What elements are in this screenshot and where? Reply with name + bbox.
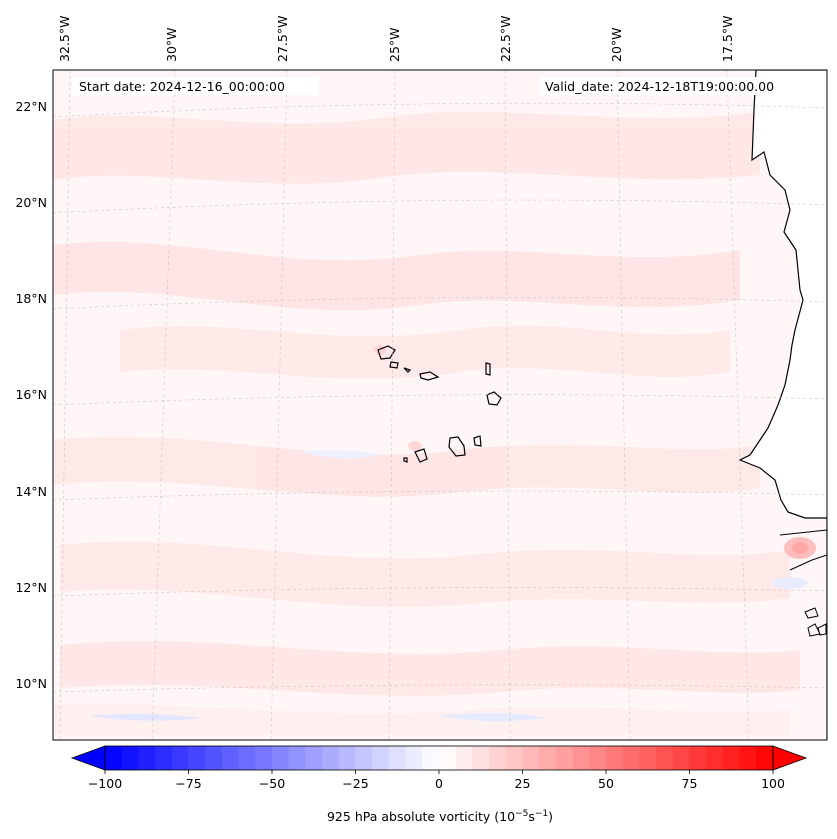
lon-label-20w: 20°W [609, 27, 624, 62]
colorbar-segment [422, 746, 440, 770]
colorbar-segment [171, 746, 189, 770]
colorbar-segment [138, 746, 156, 770]
colorbar-tick-label: −25 [342, 776, 368, 791]
colorbar-segment [706, 746, 724, 770]
colorbar-segment [522, 746, 540, 770]
colorbar-segment [639, 746, 657, 770]
colorbar-segment [388, 746, 407, 770]
lat-label-20n: 20°N [15, 195, 47, 210]
colorbar-segment [539, 746, 557, 770]
lat-label-22n: 22°N [15, 99, 47, 114]
colorbar-segment [756, 746, 774, 770]
longitude-labels: 32.5°W 30°W 27.5°W 25°W 22.5°W 20°W 17.5… [57, 16, 735, 62]
colorbar-tick-label: 50 [598, 776, 614, 791]
colorbar-segment [372, 746, 390, 770]
lon-label-30w: 30°W [164, 27, 179, 62]
start-date-label: Start date: 2024-12-16_00:00:00 [79, 79, 285, 94]
colorbar-segment [255, 746, 273, 770]
colorbar-tick-label: −100 [88, 776, 122, 791]
colorbar-segment [205, 746, 223, 770]
colorbar-segment [622, 746, 640, 770]
colorbar-segment [739, 746, 757, 770]
colorbar-segment [221, 746, 240, 770]
colorbar-label: 925 hPa absolute vorticity (10−5s−1) [327, 809, 553, 824]
colorbar-low-extension [70, 745, 106, 771]
colorbar-segment [689, 746, 707, 770]
colorbar-segment [105, 746, 123, 770]
ocean-background [53, 70, 827, 740]
colorbar-segments [105, 746, 774, 770]
vorticity-field [53, 112, 816, 735]
colorbar-high-extension [772, 745, 808, 771]
colorbar-segment [672, 746, 690, 770]
valid-date-box [540, 77, 808, 95]
colorbar-segment [589, 746, 607, 770]
colorbar-tick-label: 25 [515, 776, 531, 791]
map-frame [52, 69, 828, 741]
colorbar-segment [606, 746, 624, 770]
colorbar-tick-label: 0 [435, 776, 443, 791]
gambia-coast [779, 529, 827, 536]
lon-label-25w: 25°W [387, 27, 402, 62]
colorbar: −100 −75 −50 −25 0 25 50 75 100 925 hPa absolute… [70, 745, 808, 824]
colorbar-ticks: −100 −75 −50 −25 0 25 50 75 100 [88, 770, 785, 791]
colorbar-segment [322, 746, 340, 770]
africa-landmass [738, 70, 827, 740]
colorbar-segment [155, 746, 173, 770]
lat-label-18n: 18°N [15, 291, 47, 306]
graticule [53, 70, 827, 740]
colorbar-tick-label: −75 [175, 776, 201, 791]
colorbar-segment [489, 746, 507, 770]
lon-label-22-5w: 22.5°W [498, 16, 513, 62]
lat-label-12n: 12°N [15, 580, 47, 595]
colorbar-segment [238, 746, 256, 770]
colorbar-segment [288, 746, 306, 770]
colorbar-segment [405, 746, 423, 770]
colorbar-segment [555, 746, 574, 770]
colorbar-segment [472, 746, 490, 770]
colorbar-segment [656, 746, 674, 770]
lon-label-17-5w: 17.5°W [720, 16, 735, 62]
colorbar-segment [272, 746, 290, 770]
colorbar-segment [305, 746, 323, 770]
colorbar-segment [338, 746, 356, 770]
colorbar-tick-label: 75 [682, 776, 698, 791]
colorbar-segment [505, 746, 523, 770]
guinea-coast [789, 554, 827, 571]
bissagos-islands [804, 607, 827, 637]
colorbar-segment [572, 746, 590, 770]
colorbar-segment [722, 746, 741, 770]
lat-label-14n: 14°N [15, 484, 47, 499]
colorbar-tick-label: 100 [761, 776, 785, 791]
map-panel [53, 70, 827, 740]
colorbar-tick-label: −50 [259, 776, 285, 791]
lon-label-27-5w: 27.5°W [275, 16, 290, 62]
colorbar-segment [355, 746, 373, 770]
lat-label-10n: 10°N [15, 676, 47, 691]
valid-date-label: Valid_date: 2024-12-18T19:00:00.00 [545, 79, 774, 94]
latitude-labels: 22°N 20°N 18°N 16°N 14°N 12°N 10°N [15, 99, 47, 691]
colorbar-segment [455, 746, 473, 770]
start-date-box [72, 77, 318, 95]
lon-label-32-5w: 32.5°W [57, 16, 72, 62]
colorbar-segment [188, 746, 206, 770]
colorbar-segment [439, 746, 457, 770]
colorbar-segment [121, 746, 139, 770]
lat-label-16n: 16°N [15, 387, 47, 402]
